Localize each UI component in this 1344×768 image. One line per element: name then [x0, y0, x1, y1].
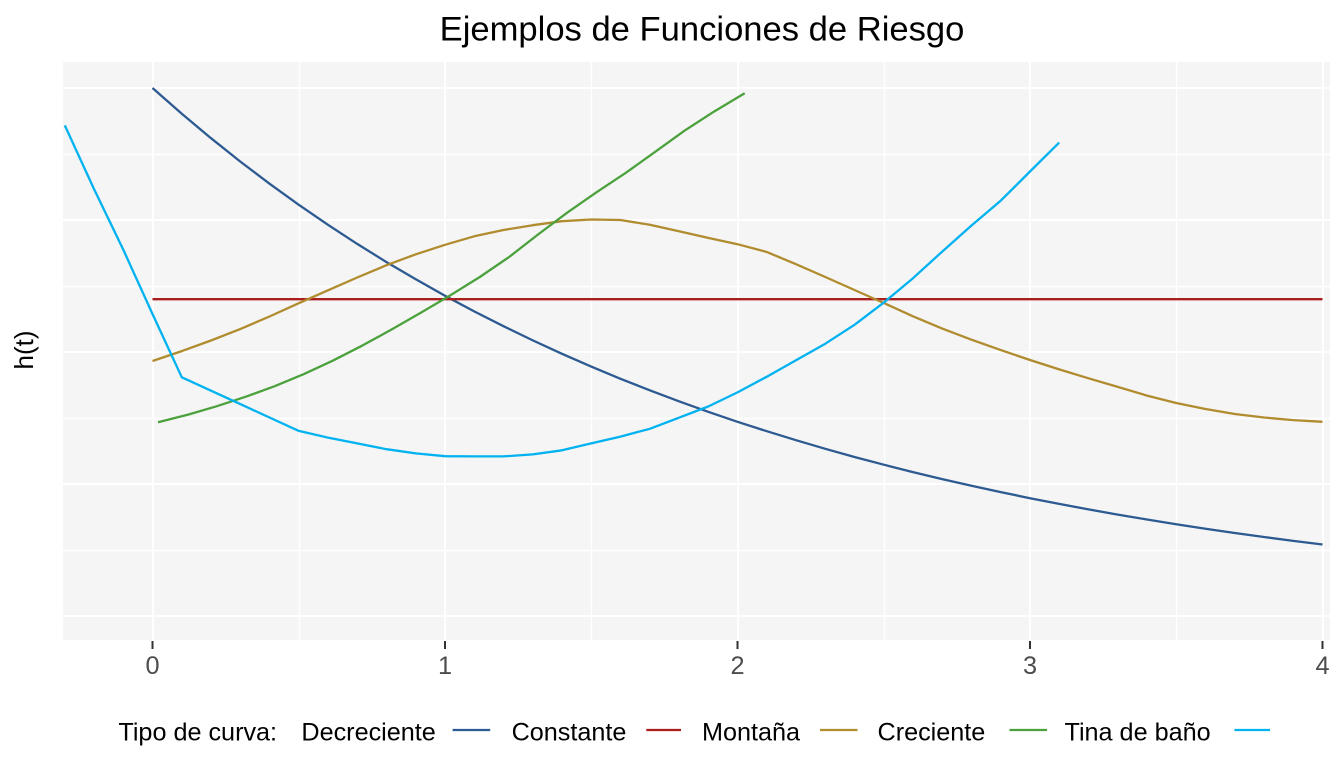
svg-text:3: 3: [1023, 652, 1037, 680]
svg-text:Constante: Constante: [512, 719, 627, 747]
svg-text:Decreciente: Decreciente: [301, 719, 435, 747]
svg-text:2: 2: [730, 652, 744, 680]
svg-text:0: 0: [145, 652, 159, 680]
svg-text:1: 1: [438, 652, 452, 680]
svg-text:4: 4: [1315, 652, 1329, 680]
svg-text:Montaña: Montaña: [702, 719, 801, 747]
svg-text:Tina de baño: Tina de baño: [1065, 719, 1211, 747]
svg-text:Creciente: Creciente: [878, 719, 986, 747]
svg-text:Tipo de curva:: Tipo de curva:: [118, 719, 277, 747]
svg-text:Ejemplos de Funciones de Riesg: Ejemplos de Funciones de Riesgo: [440, 10, 965, 48]
svg-text:h(t): h(t): [9, 331, 39, 370]
